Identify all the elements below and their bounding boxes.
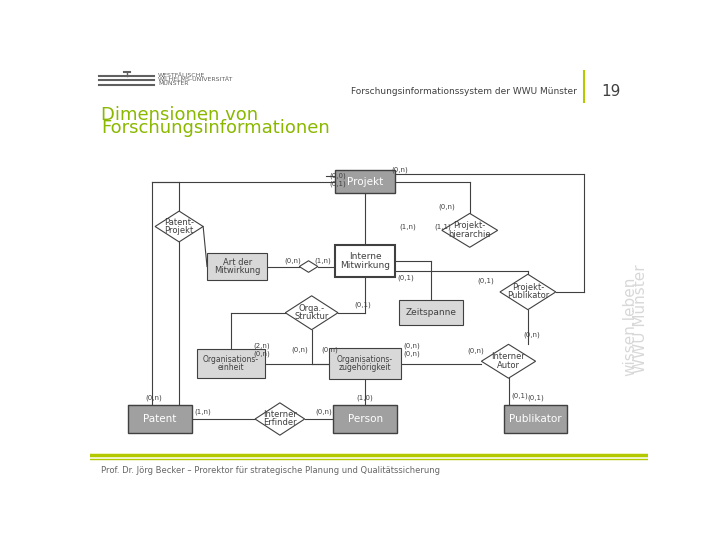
Text: (1,1): (1,1): [434, 223, 451, 230]
Text: (0,n): (0,n): [322, 347, 338, 353]
Text: (0,n): (0,n): [403, 342, 420, 349]
Text: (0,1): (0,1): [330, 181, 346, 187]
Text: Interner: Interner: [263, 410, 297, 419]
Text: (2,n): (2,n): [253, 342, 271, 349]
Text: MÜNSTER: MÜNSTER: [158, 81, 189, 86]
Text: (1,n): (1,n): [314, 257, 331, 264]
Text: (0,n): (0,n): [392, 166, 408, 173]
Text: Prof. Dr. Jörg Becker – Prorektor für strategische Planung und Qualitätssicherun: Prof. Dr. Jörg Becker – Prorektor für st…: [101, 466, 440, 475]
FancyBboxPatch shape: [333, 405, 397, 433]
Text: (0,n): (0,n): [467, 348, 485, 354]
Text: Organisations-: Organisations-: [203, 355, 259, 364]
Polygon shape: [442, 213, 498, 247]
Text: (1,n): (1,n): [400, 223, 416, 230]
Text: Publikator: Publikator: [509, 414, 562, 424]
Text: (0,1): (0,1): [398, 274, 415, 281]
FancyBboxPatch shape: [207, 253, 267, 280]
Text: (0,1): (0,1): [527, 394, 544, 401]
Text: Mitwirkung: Mitwirkung: [340, 261, 390, 270]
Text: Projekt: Projekt: [164, 226, 194, 235]
Text: (0,n): (0,n): [253, 350, 271, 357]
Text: Orga.-: Orga.-: [299, 303, 325, 313]
FancyBboxPatch shape: [197, 349, 265, 378]
Text: Patent: Patent: [143, 414, 176, 424]
Text: (0,n): (0,n): [291, 347, 307, 353]
Text: WESTFÄLISCHE: WESTFÄLISCHE: [158, 73, 205, 78]
FancyBboxPatch shape: [504, 405, 567, 433]
Text: Erfinder: Erfinder: [263, 418, 297, 427]
Text: Projekt: Projekt: [347, 177, 383, 187]
Text: (0,n): (0,n): [523, 331, 540, 338]
Polygon shape: [482, 345, 536, 378]
Text: Projekt-: Projekt-: [512, 283, 544, 292]
Text: wissen.leben: wissen.leben: [623, 277, 638, 376]
Text: Publikator: Publikator: [507, 291, 549, 300]
Text: Zeitspanne: Zeitspanne: [405, 308, 456, 317]
Text: Struktur: Struktur: [294, 312, 329, 321]
Text: Forschungsinformationen: Forschungsinformationen: [101, 119, 330, 137]
Polygon shape: [300, 261, 318, 272]
Text: WILHELMS-UNIVERSITÄT: WILHELMS-UNIVERSITÄT: [158, 77, 233, 82]
Polygon shape: [285, 296, 338, 330]
Polygon shape: [255, 403, 305, 435]
Text: (0,0): (0,0): [330, 172, 346, 179]
Text: Interner: Interner: [492, 352, 526, 361]
Text: 19: 19: [601, 84, 621, 99]
Text: (0,n): (0,n): [403, 350, 420, 357]
FancyBboxPatch shape: [330, 348, 401, 379]
FancyBboxPatch shape: [399, 300, 463, 325]
Text: Autor: Autor: [497, 361, 520, 369]
Text: einheit: einheit: [217, 363, 244, 372]
Text: zugehörigkeit: zugehörigkeit: [339, 363, 392, 372]
Text: (1,n): (1,n): [194, 408, 211, 415]
Text: (0,1): (0,1): [477, 277, 494, 284]
Text: Organisations-: Organisations-: [337, 355, 393, 364]
Text: Projekt-: Projekt-: [454, 221, 486, 230]
FancyBboxPatch shape: [335, 245, 395, 278]
Text: (0,1): (0,1): [354, 301, 372, 307]
Text: (1,0): (1,0): [356, 394, 374, 401]
FancyBboxPatch shape: [335, 170, 395, 193]
Text: (0,1): (0,1): [512, 393, 528, 399]
Polygon shape: [500, 274, 556, 309]
Text: Patent-: Patent-: [164, 218, 194, 227]
Text: (0,n): (0,n): [315, 408, 333, 415]
Text: Person: Person: [348, 414, 383, 424]
Polygon shape: [155, 211, 203, 242]
FancyBboxPatch shape: [128, 405, 192, 433]
Text: hierarchie: hierarchie: [449, 230, 491, 239]
Text: Forschungsinformationssystem der WWU Münster: Forschungsinformationssystem der WWU Mün…: [351, 87, 577, 96]
Text: (0,n): (0,n): [438, 204, 455, 211]
Text: Art der: Art der: [222, 258, 252, 267]
Text: (0,n): (0,n): [284, 257, 302, 264]
Text: Interne: Interne: [348, 252, 382, 261]
Text: WWU Münster: WWU Münster: [633, 265, 648, 373]
Text: Dimensionen von: Dimensionen von: [101, 106, 258, 124]
Text: Mitwirkung: Mitwirkung: [214, 266, 261, 275]
Text: (0,n): (0,n): [145, 395, 162, 401]
